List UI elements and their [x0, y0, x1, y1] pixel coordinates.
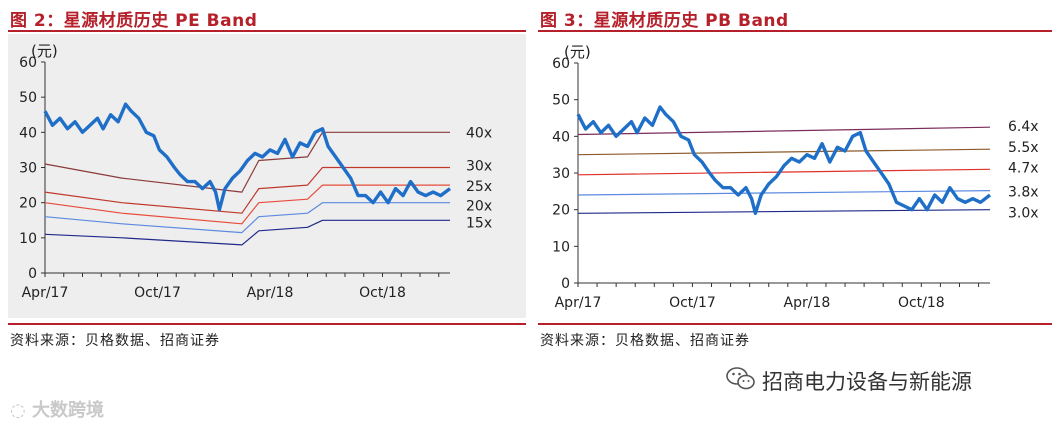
left-chart-background [8, 34, 526, 318]
legend-label-4.7x: 4.7x [1008, 160, 1039, 176]
left-source-rule [8, 323, 526, 325]
left-chart-title: 图 2：星源材质历史 PE Band [10, 11, 258, 31]
y-tick-label: 60 [552, 56, 570, 72]
watermark: ◌ 大数跨境 [10, 396, 104, 422]
y-tick-label: 30 [19, 161, 37, 177]
legend-label-25x: 25x [466, 179, 492, 195]
pe-band-chart: 0 10 20 30 40 50 60(元) Apr/17 Oct/17 Apr/18 Oct/18… [19, 42, 492, 301]
left-source-note: 资料来源：贝格数据、招商证券 [10, 333, 220, 349]
y-axis-unit-label: (元) [564, 43, 591, 61]
band-line-3.0x [577, 209, 991, 214]
y-tick-label: 50 [552, 93, 570, 109]
price-series-line [43, 102, 452, 212]
right-chart-title: 图 3：星源材质历史 PB Band [540, 11, 789, 31]
left-title-rule [8, 30, 526, 32]
watermark-text: 大数跨境 [32, 400, 104, 421]
y-tick-label: 30 [552, 166, 570, 182]
wechat-icon [726, 367, 755, 390]
y-tick-label: 20 [552, 203, 570, 219]
legend-label-5.5x: 5.5x [1008, 140, 1039, 156]
legend-label-15x: 15x [466, 215, 492, 231]
watermark-logo-icon: ◌ [10, 400, 26, 421]
y-tick-label: 10 [19, 231, 37, 247]
y-tick-label: 0 [28, 266, 37, 282]
legend-label-3.0x: 3.0x [1008, 206, 1039, 222]
right-source-rule [538, 323, 1052, 325]
y-tick-label: 50 [19, 90, 37, 106]
x-tick-label: Oct/18 [359, 285, 406, 301]
y-tick-label: 0 [561, 276, 570, 292]
price-series-line [576, 105, 992, 215]
band-line-3.8x [577, 190, 991, 196]
x-tick-label: Oct/17 [669, 295, 716, 311]
wechat-account-name: 招商电力设备与新能源 [762, 370, 972, 394]
y-tick-label: 10 [552, 239, 570, 255]
x-tick-label: Apr/18 [247, 285, 294, 301]
legend-label-30x: 30x [466, 159, 492, 175]
y-tick-label: 60 [19, 55, 37, 71]
band-line-30x [44, 166, 450, 214]
band-line-4.7x [577, 168, 991, 176]
band-line-5.5x [577, 148, 991, 156]
x-tick-label: Apr/17 [22, 285, 69, 301]
x-tick-label: Apr/17 [555, 295, 602, 311]
right-title-rule [538, 30, 1052, 32]
band-line-20x [44, 202, 450, 234]
legend-label-6.4x: 6.4x [1008, 119, 1039, 135]
pb-band-chart: 0 10 20 30 40 50 60(元) Apr/17 Oct/17 Apr/18 Oct/18… [552, 43, 1039, 311]
y-tick-label: 20 [19, 196, 37, 212]
legend-label-40x: 40x [466, 125, 492, 141]
x-tick-label: Oct/18 [898, 295, 945, 311]
right-source-note: 资料来源：贝格数据、招商证券 [540, 333, 750, 349]
y-axis-unit-label: (元) [31, 42, 58, 60]
x-tick-label: Apr/18 [784, 295, 831, 311]
y-tick-label: 40 [552, 129, 570, 145]
band-line-25x [44, 184, 450, 225]
y-tick-label: 40 [19, 125, 37, 141]
legend-label-20x: 20x [466, 199, 492, 215]
band-line-6.4x [577, 126, 991, 136]
band-line-15x [44, 219, 450, 246]
x-tick-label: Oct/17 [134, 285, 181, 301]
legend-label-3.8x: 3.8x [1008, 185, 1039, 201]
